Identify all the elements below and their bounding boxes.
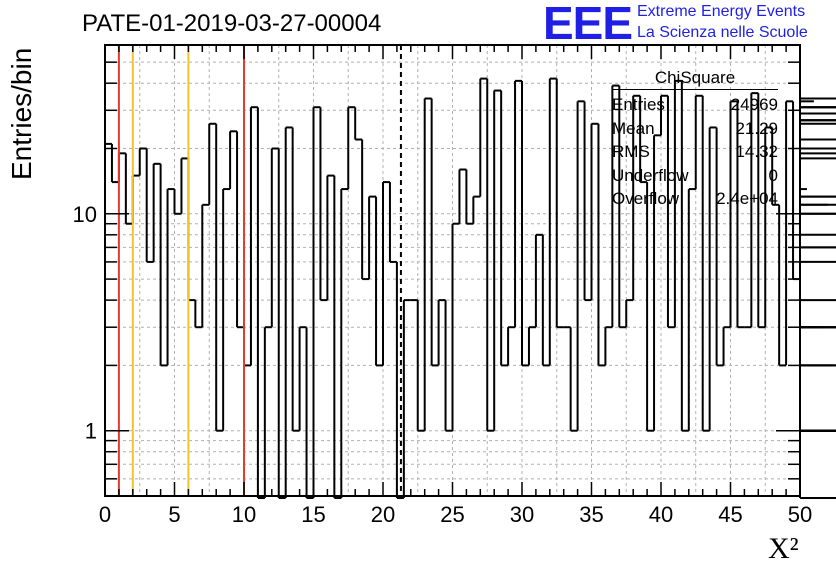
x-tick-label: 30 — [510, 502, 534, 527]
stats-label: Entries — [612, 95, 665, 114]
logo-line-2: La Scienza nelle Scuole — [637, 24, 808, 41]
stats-row-underflow: Underflow 0 — [612, 164, 778, 188]
stats-value: 21.29 — [735, 118, 778, 138]
stats-label: RMS — [612, 142, 650, 161]
x-tick-label: 25 — [440, 502, 464, 527]
stats-box: ChiSquare Entries 24969 Mean 21.29 RMS 1… — [612, 68, 778, 211]
x-tick-label: 5 — [168, 502, 180, 527]
x-axis-label: X² — [768, 532, 799, 565]
x-tick-label: 15 — [301, 502, 325, 527]
stats-row-entries: Entries 24969 — [612, 93, 778, 117]
axes: 0 5 10 15 20 25 30 35 40 45 50 1 10 — [73, 44, 812, 527]
stats-row-rms: RMS 14.32 — [612, 140, 778, 164]
x-tick-label: 50 — [788, 502, 812, 527]
plot-title: PATE-01-2019-03-27-00004 — [82, 10, 382, 37]
eee-logo: EEE — [543, 0, 633, 49]
x-tick-label: 40 — [649, 502, 673, 527]
stats-title: ChiSquare — [612, 68, 778, 90]
y-axis-label: Entries/bin — [6, 47, 37, 180]
stats-value: 14.32 — [735, 142, 778, 161]
stats-label: Overflow — [612, 189, 680, 208]
stats-row-overflow: Overflow 2.4e+04 — [612, 187, 778, 211]
x-tick-label: 45 — [718, 502, 742, 527]
stats-row-mean: Mean 21.29 — [612, 117, 778, 141]
y-tick-label: 10 — [73, 202, 97, 227]
x-tick-label: 10 — [232, 502, 256, 527]
x-tick-label: 20 — [371, 502, 395, 527]
grid-lines — [105, 44, 800, 497]
x-tick-label: 0 — [99, 502, 111, 527]
stats-label: Underflow — [612, 165, 689, 185]
stats-value: 2.4e+04 — [716, 189, 778, 208]
marker-lines — [117, 45, 402, 496]
stats-value: 0 — [768, 165, 778, 185]
x-tick-label: 35 — [579, 502, 603, 527]
stats-value: 24969 — [730, 95, 778, 114]
stats-label: Mean — [612, 118, 655, 138]
logo-line-1: Extreme Energy Events — [637, 3, 806, 20]
y-tick-label: 1 — [85, 419, 97, 444]
